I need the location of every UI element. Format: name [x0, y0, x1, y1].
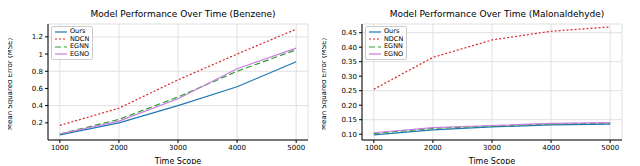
svg-text:0.6: 0.6 — [32, 85, 44, 93]
svg-text:3000: 3000 — [483, 144, 501, 152]
html-text:EGNN: EGNN — [70, 42, 89, 50]
svg-text:0.15: 0.15 — [341, 116, 357, 124]
svg-text:0.30: 0.30 — [341, 73, 357, 81]
svg-text:0.25: 0.25 — [341, 87, 357, 95]
svg-text:0.8: 0.8 — [32, 68, 43, 76]
svg-text:1: 1 — [39, 51, 43, 59]
svg-text:Time Scope: Time Scope — [154, 157, 202, 164]
svg-text:2000: 2000 — [110, 144, 128, 152]
svg-text:5000: 5000 — [287, 144, 305, 152]
svg-text:0.4: 0.4 — [32, 102, 44, 110]
svg-text:3000: 3000 — [169, 144, 187, 152]
svg-text:0.10: 0.10 — [341, 131, 357, 139]
html-text:EGNO: EGNO — [70, 49, 90, 58]
svg-text:0.20: 0.20 — [341, 102, 357, 110]
svg-text:2000: 2000 — [424, 144, 442, 152]
svg-text:Time Scope: Time Scope — [468, 157, 516, 164]
html-text:Model Performance Over Time (M: Model Performance Over Time (Malonaldehy… — [389, 9, 605, 19]
svg-text:5000: 5000 — [601, 144, 619, 152]
svg-text:1000: 1000 — [365, 144, 383, 152]
svg-text:Mean Squared Error (MSE): Mean Squared Error (MSE) — [322, 37, 328, 130]
svg-text:0.35: 0.35 — [341, 58, 357, 66]
svg-text:4000: 4000 — [228, 144, 246, 152]
html-text:NDCN: NDCN — [70, 34, 90, 43]
svg-text:Mean Squared Error (MSE): Mean Squared Error (MSE) — [8, 37, 14, 130]
svg-text:1000: 1000 — [51, 144, 69, 152]
html-text:NDCN: NDCN — [384, 34, 404, 43]
svg-text:4000: 4000 — [542, 144, 560, 152]
html-text:Ours: Ours — [384, 27, 400, 35]
svg-text:0.45: 0.45 — [341, 29, 357, 37]
html-text:Model Performance Over Time (B: Model Performance Over Time (Benzene) — [90, 9, 276, 19]
svg-text:0.2: 0.2 — [32, 119, 43, 127]
svg-text:1.2: 1.2 — [32, 33, 43, 41]
html-text:EGNN: EGNN — [384, 42, 403, 50]
html-text:EGNO: EGNO — [384, 49, 404, 58]
html-text:Ours: Ours — [70, 27, 86, 35]
svg-text:0.40: 0.40 — [341, 44, 357, 52]
